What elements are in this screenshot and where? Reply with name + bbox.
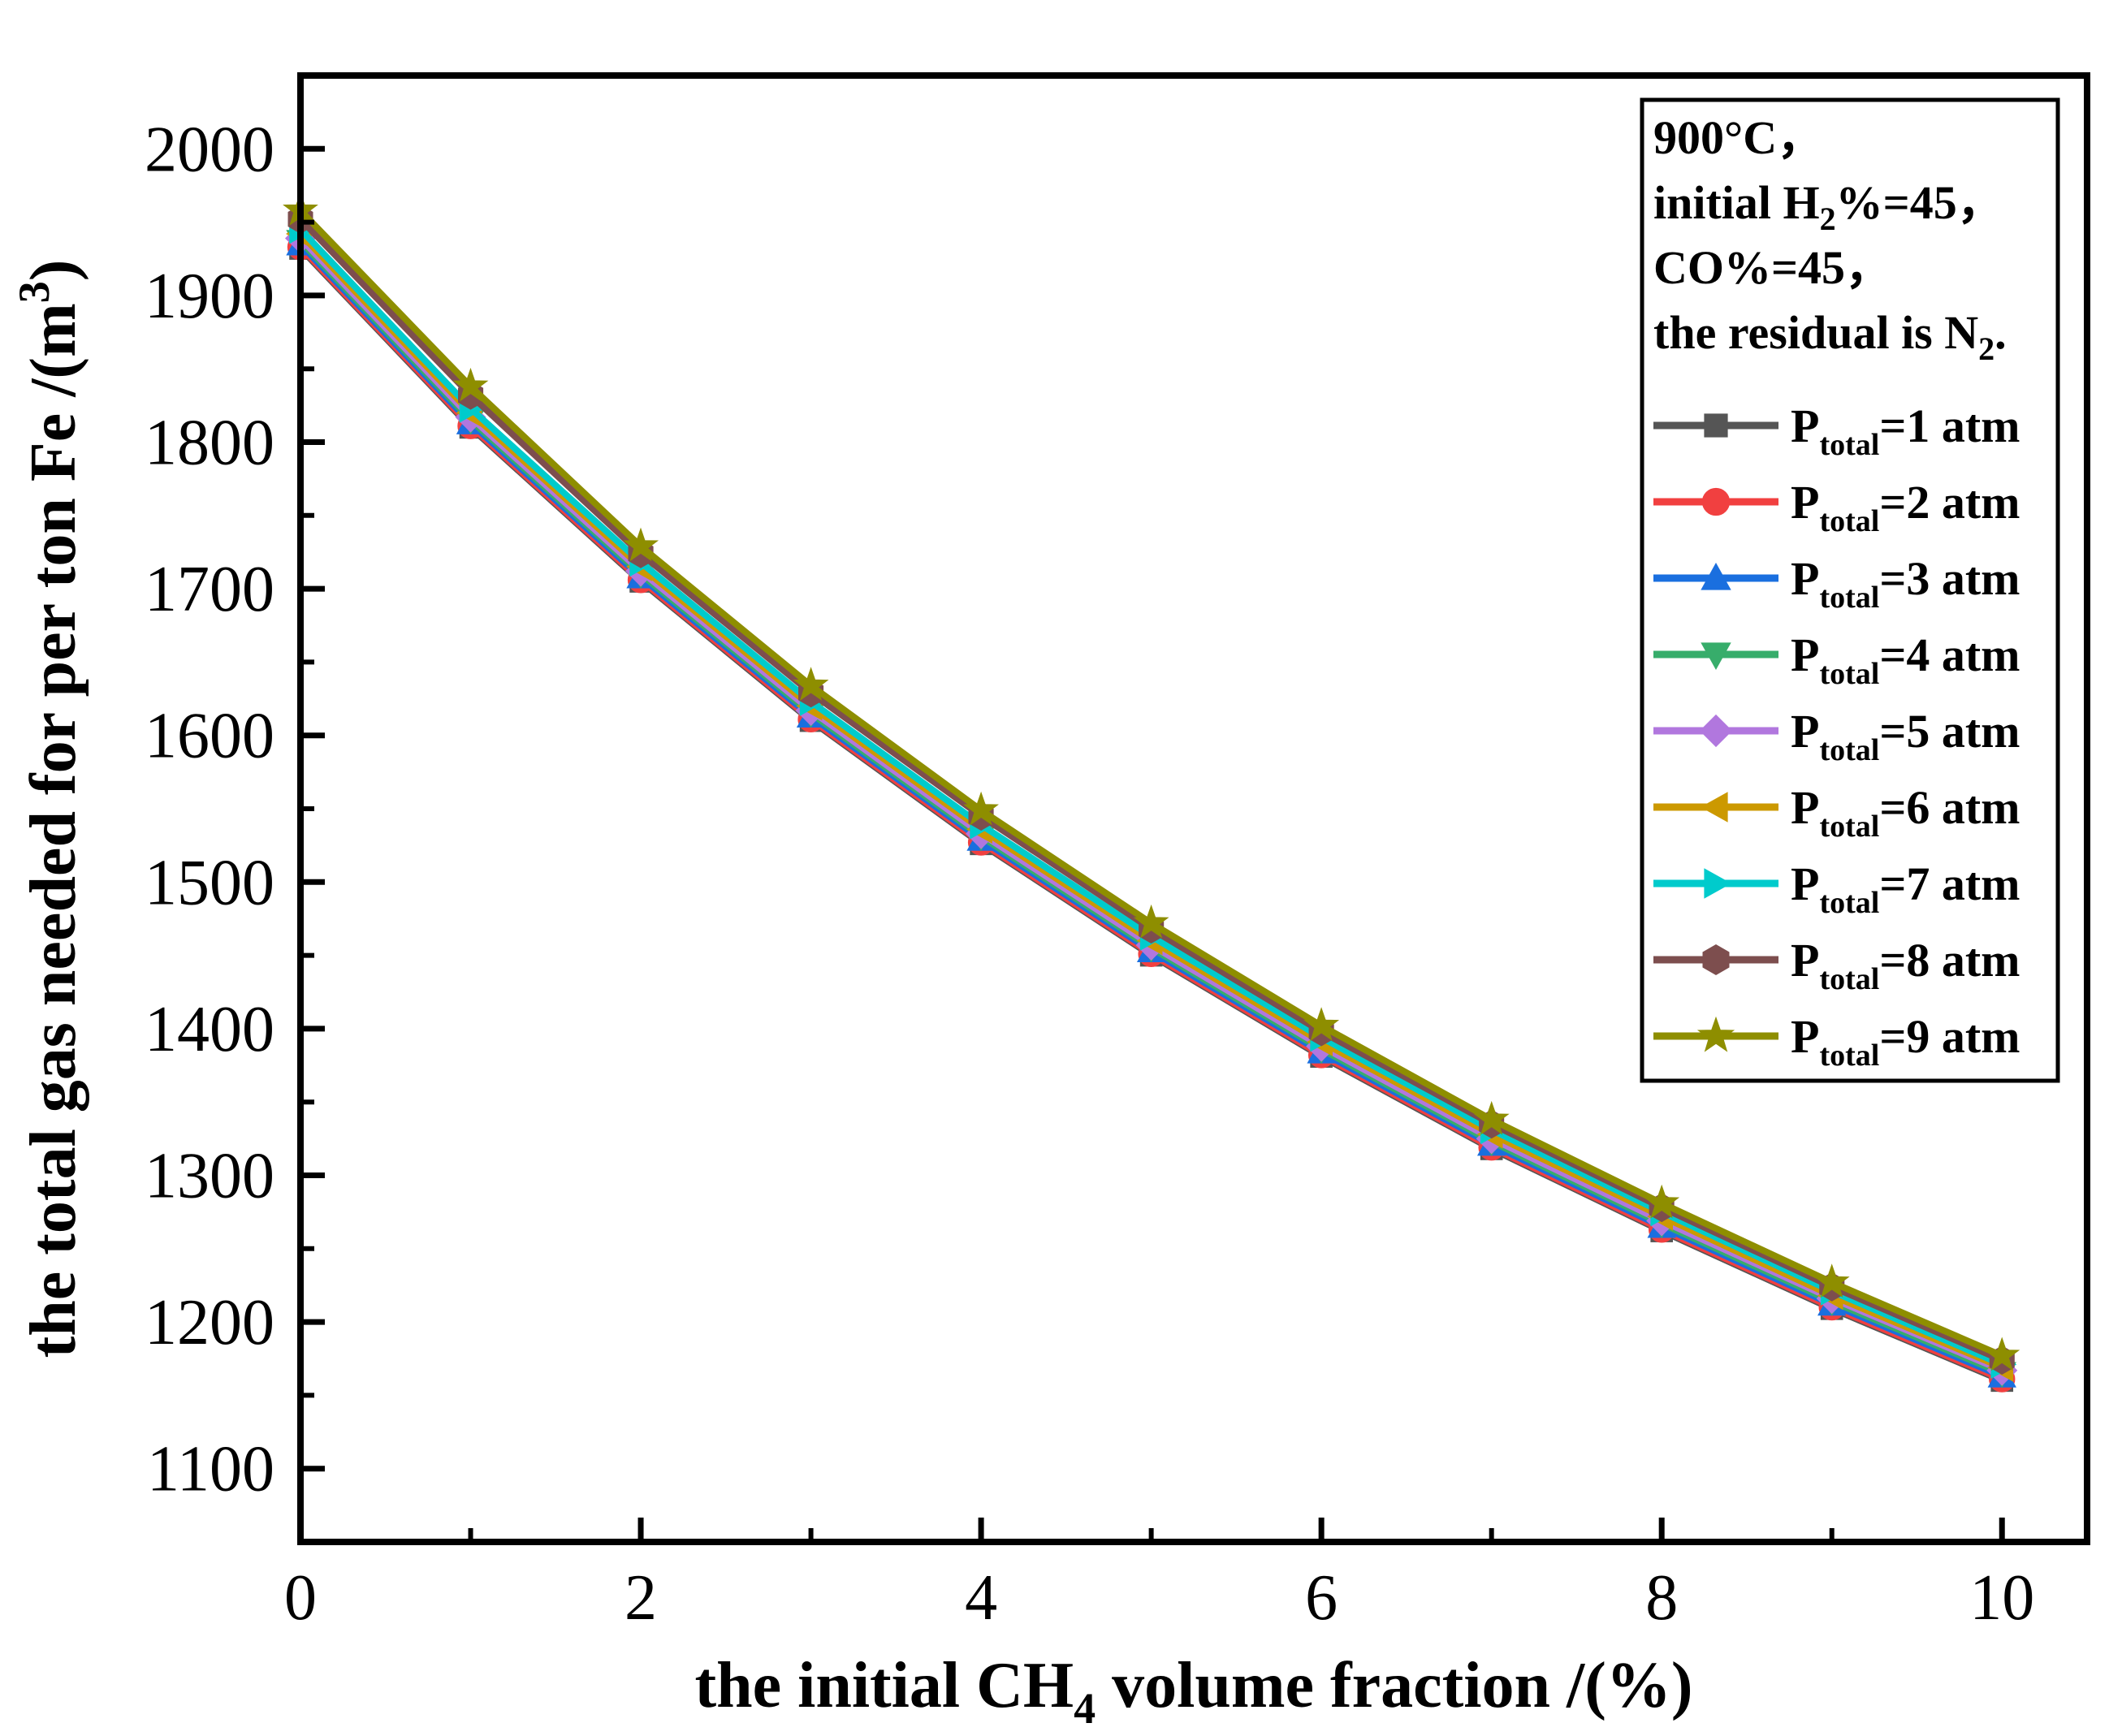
- axis-layer: 0 2 4 6 8 10 1100 1200 1300 1400 1500 1600 1700 1800 1…: [145, 114, 2034, 1634]
- legend-entry: Ptotal=1 atm: [1653, 399, 2020, 462]
- y-tick-label: 1700: [145, 554, 274, 625]
- y-tick-label: 1200: [145, 1287, 274, 1358]
- legend-label: Ptotal=6 atm: [1791, 781, 2020, 844]
- legend-marker: [1701, 642, 1731, 671]
- legend-label: Ptotal=2 atm: [1791, 476, 2020, 538]
- legend-annotation-line: 900°C，: [1653, 111, 1824, 164]
- data-point: [452, 367, 489, 402]
- x-tick-label: 4: [965, 1562, 997, 1634]
- data-point: [1813, 1263, 1850, 1298]
- y-tick-label: 1600: [145, 701, 274, 772]
- y-tick-label: 1900: [145, 261, 274, 332]
- data-point: [1473, 1100, 1510, 1135]
- data-point: [1644, 1184, 1680, 1219]
- legend-annotation-line: CO%=45，: [1653, 241, 1892, 294]
- x-tick-label: 6: [1305, 1562, 1338, 1634]
- legend-entry: Ptotal=6 atm: [1653, 781, 2020, 844]
- data-point: [1984, 1337, 2020, 1371]
- legend-marker: [1696, 1016, 1735, 1052]
- legend-marker: [1699, 714, 1733, 748]
- y-tick-label: 1100: [147, 1434, 274, 1505]
- legend-marker: [1700, 792, 1728, 823]
- y-tick-label: 1400: [145, 994, 274, 1065]
- axis-titles: the initial CH4 volume fraction /(%) the …: [10, 260, 1693, 1733]
- series-layer: [283, 192, 2020, 1393]
- data-point: [623, 527, 659, 562]
- legend-annotation-line: initial H2%=45，: [1653, 176, 2004, 237]
- legend-entry: Ptotal=9 atm: [1653, 1010, 2020, 1073]
- legend-annotation-line: the residual is N2.: [1653, 306, 2007, 367]
- legend-marker: [1704, 868, 1732, 899]
- legend-marker: [1701, 562, 1731, 590]
- legend-marker: [1704, 413, 1728, 438]
- x-tick-label: 10: [1969, 1562, 2034, 1634]
- y-tick-label: 1500: [145, 847, 274, 918]
- y-tick-label: 1300: [145, 1141, 274, 1212]
- x-axis-title: the initial CH4 volume fraction /(%): [694, 1650, 1692, 1733]
- legend-label: Ptotal=7 atm: [1791, 857, 2020, 920]
- data-point: [1133, 904, 1169, 939]
- legend-entry: Ptotal=8 atm: [1653, 934, 2020, 996]
- legend: 900°C， initial H2%=45，CO%=45， the residual…: [1640, 97, 2060, 1083]
- legend-entry: Ptotal=5 atm: [1653, 705, 2020, 767]
- legend-marker: [1701, 487, 1731, 516]
- y-tick-label: 1800: [145, 408, 274, 479]
- legend-label: Ptotal=1 atm: [1791, 399, 2020, 462]
- data-point: [963, 791, 999, 826]
- y-axis-title: the total gas needed for per ton Fe /(m3…: [10, 260, 89, 1358]
- legend-label: Ptotal=5 atm: [1791, 705, 2020, 767]
- legend-label: Ptotal=9 atm: [1791, 1010, 2020, 1073]
- legend-entry: Ptotal=4 atm: [1653, 628, 2020, 691]
- legend-entry: Ptotal=7 atm: [1653, 857, 2020, 920]
- legend-label: Ptotal=8 atm: [1791, 934, 2020, 996]
- legend-label: Ptotal=4 atm: [1791, 628, 2020, 691]
- legend-entry: Ptotal=2 atm: [1653, 476, 2020, 538]
- legend-entry: Ptotal=3 atm: [1653, 552, 2020, 615]
- data-point: [793, 667, 829, 701]
- legend-marker: [1702, 944, 1730, 975]
- legend-box: [1640, 97, 2060, 1083]
- x-tick-label: 0: [284, 1562, 317, 1634]
- data-point: [1303, 1007, 1340, 1041]
- legend-label: Ptotal=3 atm: [1791, 552, 2020, 615]
- x-tick-label: 8: [1645, 1562, 1678, 1634]
- x-tick-label: 2: [624, 1562, 657, 1634]
- y-tick-label: 2000: [145, 114, 274, 185]
